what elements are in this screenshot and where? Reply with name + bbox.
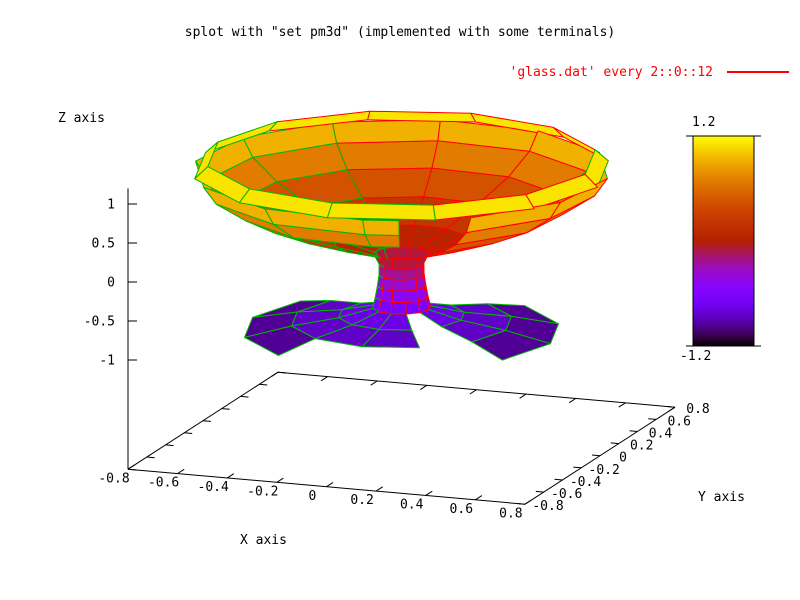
- colorbar-max-label: 1.2: [692, 115, 716, 130]
- surface-quad: [392, 279, 406, 292]
- y-tick-label: 0.4: [649, 427, 673, 442]
- axis-line: [127, 468, 137, 471]
- axis-line: [535, 490, 544, 493]
- surface-group: [194, 110, 609, 361]
- y-tick-label: -0.8: [532, 499, 563, 514]
- x-tick-label: 0.8: [499, 506, 522, 521]
- surface-quad: [367, 110, 477, 123]
- z-tick-label: 0.5: [92, 237, 115, 252]
- axis-line: [618, 402, 626, 408]
- axis-line: [425, 490, 433, 496]
- axis-line: [591, 454, 601, 457]
- surface-quad: [391, 259, 407, 270]
- axis-line: [240, 395, 249, 398]
- axis-line: [629, 430, 638, 432]
- x-tick-label: -0.8: [98, 471, 129, 486]
- axis-line: [227, 473, 235, 479]
- y-tick-label: 0.2: [630, 439, 653, 454]
- x-tick-label: 0.2: [350, 493, 373, 508]
- axis-line: [184, 432, 193, 434]
- axis-line: [165, 444, 174, 447]
- axis-line: [370, 380, 378, 386]
- axis-line: [259, 383, 268, 386]
- axis-line: [469, 389, 477, 395]
- axis-line: [127, 464, 135, 470]
- surface-quad: [392, 268, 406, 281]
- x-tick-label: -0.6: [148, 476, 179, 491]
- surface-quad: [396, 246, 412, 259]
- surface-quad: [391, 290, 407, 304]
- axis-line: [276, 477, 284, 483]
- axis-line: [568, 398, 576, 404]
- y-tick-label: 0.8: [686, 402, 709, 417]
- y-tick-label: -0.2: [589, 463, 620, 478]
- surface-quad: [331, 119, 441, 144]
- x-tick-label: 0.4: [400, 498, 424, 513]
- axis-line: [519, 393, 527, 399]
- axis-line: [320, 376, 328, 382]
- legend-label: 'glass.dat' every 2::0::12: [509, 65, 714, 80]
- z-axis-label: Z axis: [58, 111, 105, 126]
- z-tick-label: -0.5: [84, 315, 115, 330]
- colorbar-group: [686, 135, 761, 347]
- x-tick-label: 0.6: [450, 502, 473, 517]
- axes-group: -0.8 -0.6 -0.4 -0.2 0 0.2 0.4 0.6 0.8 -0.8-0.6-0.…: [84, 188, 710, 521]
- surface-quad: [364, 234, 400, 248]
- surface-quad: [471, 329, 551, 361]
- axis-line: [610, 442, 619, 445]
- axis-line: [177, 468, 185, 474]
- plot-title: splot with "set pm3d" (implemented with …: [184, 25, 616, 40]
- axis-line: [202, 420, 212, 422]
- surface-quad: [465, 202, 561, 234]
- colorbar-min-label: -1.2: [680, 349, 712, 364]
- axis-line: [516, 503, 526, 505]
- y-tick-label: 0: [619, 451, 627, 466]
- surface-quad: [336, 140, 439, 171]
- axis-line: [326, 481, 334, 488]
- surface-quad: [404, 267, 417, 281]
- y-tick-label: 0.6: [667, 414, 690, 429]
- axis-line: [271, 371, 279, 377]
- surface-quad: [405, 300, 421, 315]
- surface-quad: [383, 266, 394, 281]
- surface-quad: [361, 329, 420, 349]
- z-tick-label: 0: [107, 276, 115, 291]
- z-tick-label: -1: [99, 354, 115, 369]
- axis-line: [668, 406, 676, 412]
- axis-line: [146, 456, 155, 459]
- y-axis-label: Y axis: [698, 490, 745, 505]
- x-tick-label: -0.2: [247, 484, 278, 499]
- surface-quad: [382, 277, 394, 292]
- axis-line: [524, 499, 532, 505]
- axis-line: [573, 466, 582, 469]
- surface-quad: [404, 289, 419, 304]
- surface-quad: [404, 278, 418, 292]
- axis-line: [554, 478, 563, 481]
- axis-line: [221, 408, 230, 410]
- x-axis-label: X axis: [240, 533, 287, 548]
- axis-line: [375, 486, 383, 492]
- y-tick-label: -0.4: [570, 475, 601, 490]
- surface-quad: [326, 202, 436, 221]
- legend-line-sample: [727, 71, 789, 73]
- axis-line: [666, 406, 676, 408]
- y-tick-label: -0.6: [551, 487, 582, 502]
- axis-line: [277, 371, 287, 374]
- surface-quad: [362, 219, 400, 236]
- surface-quad: [390, 301, 407, 315]
- x-tick-label: 0: [308, 489, 316, 504]
- colorbar: [692, 135, 755, 347]
- axis-line: [420, 384, 428, 391]
- x-tick-label: -0.4: [198, 480, 229, 495]
- z-tick-label: 1: [107, 198, 115, 213]
- axis-line: [475, 495, 483, 501]
- axis-line: [648, 418, 657, 420]
